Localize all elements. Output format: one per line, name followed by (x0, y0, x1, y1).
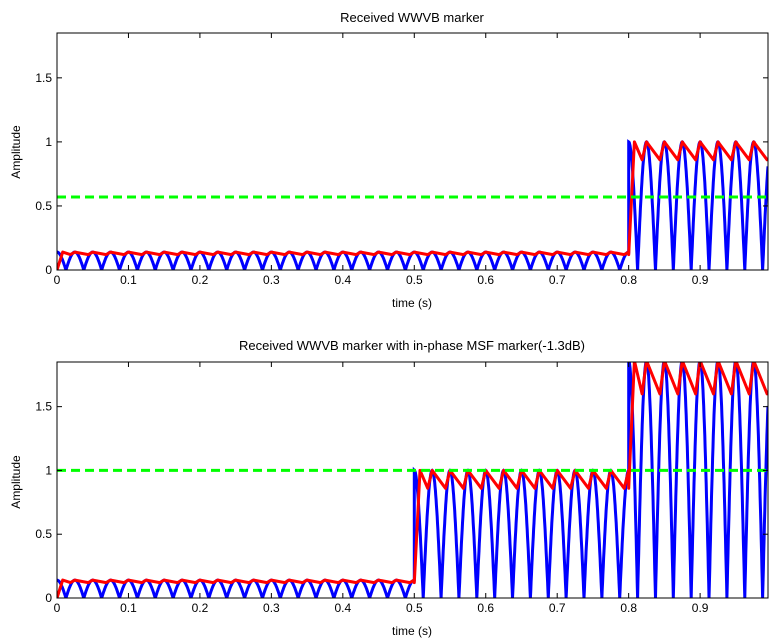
y-tick-label: 0 (45, 263, 52, 277)
x-tick-label: 0.2 (192, 273, 209, 287)
y-axis-label: Amplitude (9, 455, 23, 509)
x-tick-label: 0.8 (620, 601, 637, 615)
x-tick-label: 0.4 (334, 273, 351, 287)
x-tick-label: 0.8 (620, 273, 637, 287)
x-tick-label: 0.7 (549, 601, 566, 615)
axis-ticks: 0 0.1 0.2 0.3 0.4 0.5 0.6 0.7 0.8 0.9 0 0.5 1 1.5 (35, 362, 768, 615)
y-tick-label: 1.5 (35, 400, 52, 414)
x-tick-label: 0 (54, 273, 61, 287)
x-axis-label: time (s) (392, 624, 432, 638)
x-tick-label: 0.3 (263, 601, 280, 615)
y-tick-label: 1 (45, 463, 52, 477)
axes-box (56, 361, 769, 599)
x-tick-label: 0.5 (406, 273, 423, 287)
x-tick-label: 0.1 (120, 601, 137, 615)
carrier-series-line (57, 362, 768, 598)
x-axis-label: time (s) (392, 296, 432, 310)
x-tick-label: 0.6 (477, 273, 494, 287)
x-tick-label: 0.9 (692, 601, 709, 615)
chart-panel-top: Received WWVB marker Amplitude time (s) … (9, 10, 769, 310)
plot-area (56, 32, 769, 271)
x-tick-label: 0.6 (477, 601, 494, 615)
y-tick-label: 0 (45, 591, 52, 605)
x-tick-label: 0.9 (692, 273, 709, 287)
y-tick-label: 1 (45, 135, 52, 149)
x-tick-label: 0.7 (549, 273, 566, 287)
plot-area (56, 361, 769, 599)
envelope-series-line (57, 140, 768, 270)
axis-ticks: 0 0.1 0.2 0.3 0.4 0.5 0.6 0.7 0.8 0.9 0 0.5 1 1.5 (35, 33, 768, 287)
x-tick-label: 0.4 (334, 601, 351, 615)
chart-title: Received WWVB marker with in-phase MSF m… (239, 338, 585, 353)
y-axis-label: Amplitude (9, 125, 23, 179)
x-tick-label: 0.2 (192, 601, 209, 615)
x-tick-label: 0.3 (263, 273, 280, 287)
x-tick-label: 0.5 (406, 601, 423, 615)
y-tick-label: 0.5 (35, 527, 52, 541)
chart-title: Received WWVB marker (340, 10, 484, 25)
y-tick-label: 0.5 (35, 199, 52, 213)
y-tick-label: 1.5 (35, 71, 52, 85)
x-tick-label: 0.1 (120, 273, 137, 287)
chart-panel-bottom: Received WWVB marker with in-phase MSF m… (9, 338, 769, 638)
envelope-series-line (57, 362, 768, 598)
axes-box (56, 32, 769, 271)
x-tick-label: 0 (54, 601, 61, 615)
